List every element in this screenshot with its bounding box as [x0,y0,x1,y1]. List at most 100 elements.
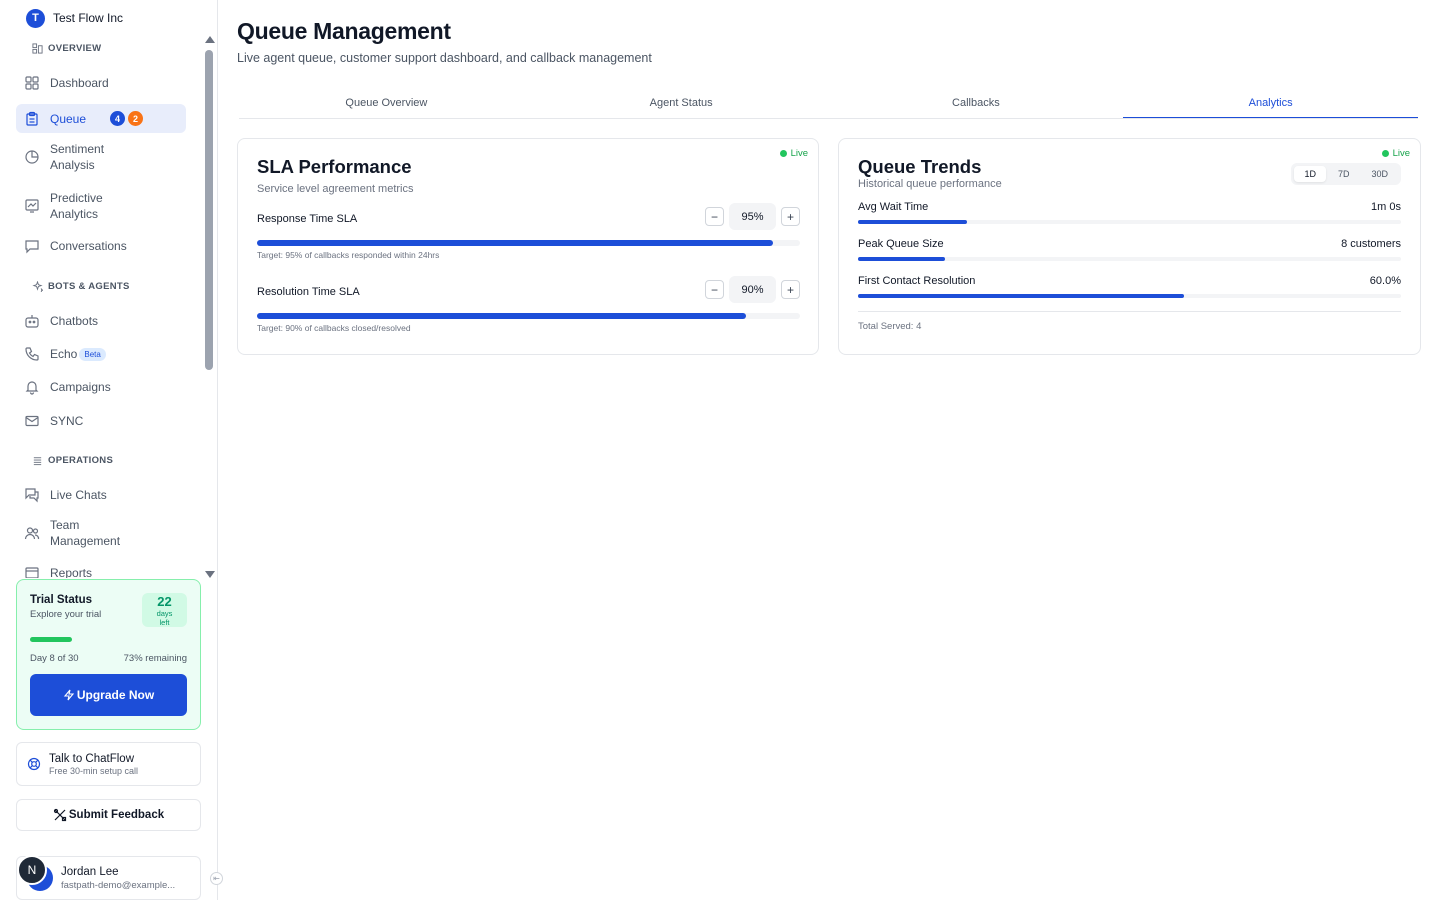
decrease-button[interactable]: − [705,207,724,226]
trial-progress-bar [30,637,186,642]
trial-remaining-text: 73% remaining [123,653,187,664]
metric-progress-bar [858,220,1401,224]
sidebar-item-conversations[interactable]: Conversations [16,234,186,258]
days-label: days [156,609,173,618]
increase-button[interactable]: + [781,280,800,299]
chart-icon [25,199,39,213]
org-switcher[interactable]: T Test Flow Inc [0,0,217,30]
metric-progress-fill [858,294,1184,298]
card-title: SLA Performance [257,156,412,177]
time-range-selector: 1D 7D 30D [1291,163,1401,185]
metric-progress-fill [858,257,945,261]
sidebar-item-campaigns[interactable]: Campaigns [16,375,186,399]
live-dot-icon [779,150,787,157]
sidebar-item-team-management[interactable]: Team Management [16,513,186,553]
sidebar-item-chatbots[interactable]: Chatbots [16,309,186,333]
section-bots-agents: BOTS & AGENTS [0,276,204,296]
scroll-up-arrow-icon[interactable] [205,36,215,43]
sidebar-item-sync[interactable]: SYNC [16,409,186,433]
sla-value: 95% [729,203,776,230]
sidebar-item-label: Dashboard [50,76,109,90]
sla-target: Target: 95% of callbacks responded withi… [257,250,440,260]
sidebar-item-dashboard[interactable]: Dashboard [16,71,186,95]
scroll-down-arrow-icon[interactable] [205,571,215,578]
sla-target: Target: 90% of callbacks closed/resolved [257,323,411,333]
org-name: Test Flow Inc [53,11,124,25]
beta-badge: Beta [79,347,106,361]
days-left-box: 22 days left [142,593,187,627]
sidebar-item-label: Reports [50,566,93,578]
main-content: Queue Management Live agent queue, custo… [218,0,1440,900]
talk-subtitle: Free 30-min setup call [49,765,139,776]
live-dot-icon [1381,150,1389,157]
sidebar-item-echo[interactable]: Echo Beta [16,342,186,366]
upgrade-button[interactable]: Upgrade Now [30,674,187,716]
trial-status-card: Trial Status Explore your trial 22 days … [16,579,201,730]
trial-day-text: Day 8 of 30 [30,653,79,664]
metric-peak-queue-size: Peak Queue Size 8 customers [858,238,1401,261]
sentiment-icon [25,150,39,164]
metric-label: Peak Queue Size [858,238,944,250]
talk-to-chatflow-button[interactable]: Talk to ChatFlow Free 30-min setup call [16,742,201,786]
scrollbar-thumb[interactable] [205,50,213,370]
sidebar-item-predictive-analytics[interactable]: Predictive Analytics [16,186,186,226]
total-served: Total Served: 4 [858,321,922,332]
dashboard-icon [25,76,39,90]
range-30d-button[interactable]: 30D [1371,169,1388,179]
tab-agent-status[interactable]: Agent Status [649,97,713,109]
sla-performance-card: Live SLA Performance Service level agree… [237,138,819,355]
sla-label: Response Time SLA [257,213,358,225]
sidebar-item-label: SYNC [50,414,84,428]
feedback-label: Submit Feedback [68,809,165,821]
resolution-sla-stepper: − 90% + [705,276,800,303]
sidebar-item-label: Chatbots [50,314,99,328]
metric-progress-bar [858,257,1401,261]
sla-progress-fill [257,240,773,246]
tab-analytics[interactable]: Analytics [1123,92,1418,118]
submit-feedback-button[interactable]: Submit Feedback [16,799,201,831]
sparkles-icon [32,280,43,292]
clipboard-icon [26,111,38,126]
live-label: Live [790,148,808,159]
sidebar-item-queue[interactable]: Queue 4 2 [16,104,186,133]
sla-progress-fill [257,313,746,319]
increase-button[interactable]: + [781,207,800,226]
user-profile[interactable]: N Jordan Lee fastpath-demo@example... [16,855,201,900]
sidebar-scrollbar[interactable] [204,36,215,578]
tab-callbacks[interactable]: Callbacks [952,97,1000,109]
collapse-sidebar-icon[interactable]: ⇤ [210,872,223,885]
lightning-icon [63,689,75,701]
metric-progress-fill [858,220,967,224]
sidebar-item-live-chats[interactable]: Live Chats [16,483,186,507]
user-email: fastpath-demo@example... [61,879,176,891]
left-label: left [159,618,170,627]
sidebar-item-sentiment-analysis[interactable]: Sentiment Analysis [16,137,186,177]
overview-icon [32,42,43,54]
bot-icon [25,315,39,328]
sidebar-item-reports[interactable]: Reports [16,561,186,578]
trial-subtitle: Explore your trial [30,609,102,620]
trial-title: Trial Status [30,594,92,606]
live-indicator: Live [779,148,808,159]
page-subtitle: Live agent queue, customer support dashb… [237,51,652,65]
card-subtitle: Historical queue performance [858,178,1002,190]
users-icon [24,527,40,540]
page-title: Queue Management [237,18,451,44]
sla-progress-bar [257,240,800,246]
sidebar-item-label: Sentiment [50,142,105,156]
range-7d-button[interactable]: 7D [1337,169,1350,179]
message-icon [25,240,39,254]
live-label: Live [1392,148,1410,159]
metric-avg-wait-time: Avg Wait Time 1m 0s [858,201,1401,224]
sidebar-nav: OVERVIEW Dashboard Queue 4 2 Sentiment A… [0,36,204,578]
response-sla-stepper: − 95% + [705,203,800,230]
sla-progress-bar [257,313,800,319]
response-time-sla: Response Time SLA − 95% + Target: 95% of… [257,203,800,260]
metric-value: 60.0% [1369,275,1401,287]
range-1d-button[interactable]: 1D [1294,166,1326,182]
decrease-button[interactable]: − [705,280,724,299]
section-title: OVERVIEW [48,42,102,54]
tab-queue-overview[interactable]: Queue Overview [345,97,428,109]
org-avatar: T [26,8,45,28]
bell-icon [25,381,39,395]
